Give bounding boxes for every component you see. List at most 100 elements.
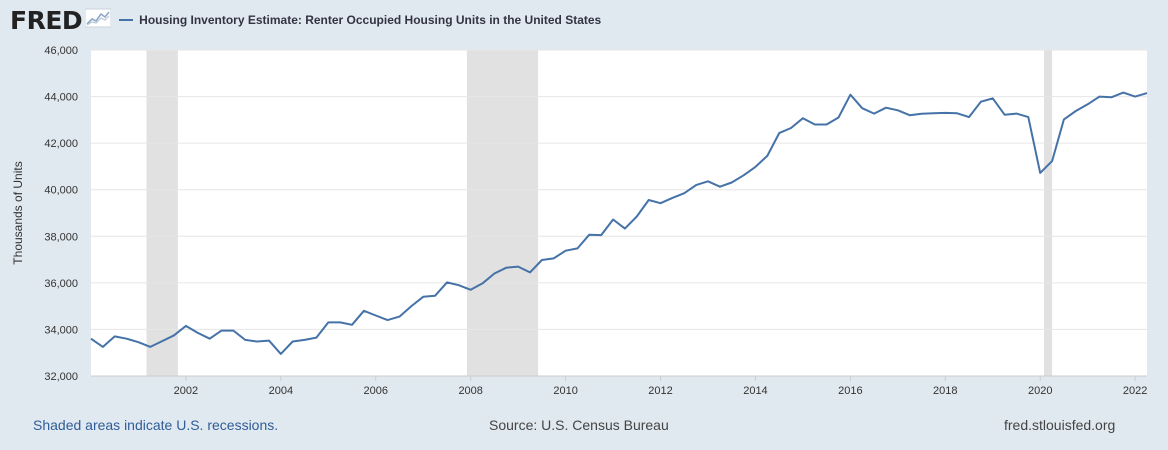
data-point xyxy=(789,126,793,130)
series-title: Housing Inventory Estimate: Renter Occup… xyxy=(139,13,602,27)
chart-header: FRED Housing Inventory Estimate: Renter … xyxy=(10,5,601,35)
data-point xyxy=(730,180,734,184)
source-note: Source: U.S. Census Bureau xyxy=(489,417,669,433)
data-point xyxy=(860,106,864,110)
data-point xyxy=(291,340,295,344)
data-point xyxy=(172,333,176,337)
data-point xyxy=(848,93,852,97)
line-chart[interactable]: 32,000 34,000 36,000 38,000 40,000 42,000 44,0… xyxy=(0,0,1168,410)
data-point xyxy=(113,334,117,338)
data-point xyxy=(101,345,105,349)
data-point xyxy=(552,256,556,260)
recession-band xyxy=(466,50,539,376)
data-point xyxy=(765,154,769,158)
data-point xyxy=(362,309,366,313)
y-tick-label: 42,000 xyxy=(44,138,78,150)
y-tick-label: 32,000 xyxy=(44,371,78,383)
data-point xyxy=(896,108,900,112)
data-point xyxy=(1098,95,1102,99)
data-point xyxy=(931,111,935,115)
data-point xyxy=(397,315,401,319)
x-tick-label: 2022 xyxy=(1123,385,1147,397)
data-point xyxy=(492,272,496,276)
data-point xyxy=(350,323,354,327)
data-point xyxy=(670,196,674,200)
y-tick-label: 40,000 xyxy=(44,185,78,197)
data-point xyxy=(433,294,437,298)
data-point xyxy=(801,116,805,120)
data-point xyxy=(1086,102,1090,106)
data-point xyxy=(1121,91,1125,95)
data-point xyxy=(338,320,342,324)
data-point xyxy=(1109,95,1113,99)
data-point xyxy=(955,111,959,115)
data-point xyxy=(659,201,663,205)
x-tick-label: 2006 xyxy=(364,385,388,397)
data-point xyxy=(184,324,188,328)
data-point xyxy=(231,329,235,333)
data-point xyxy=(267,339,271,343)
data-point xyxy=(540,258,544,262)
data-point xyxy=(920,112,924,116)
data-point xyxy=(718,185,722,189)
x-tick-label: 2012 xyxy=(648,385,672,397)
data-point xyxy=(682,191,686,195)
data-point xyxy=(386,318,390,322)
data-point xyxy=(279,352,283,356)
data-point xyxy=(255,340,259,344)
data-point xyxy=(457,283,461,287)
data-point xyxy=(742,173,746,177)
x-tick-label: 2016 xyxy=(838,385,862,397)
x-tick-label: 2008 xyxy=(458,385,482,397)
data-point xyxy=(125,337,129,341)
data-point xyxy=(587,233,591,237)
series-line[interactable] xyxy=(90,91,1148,355)
data-point xyxy=(208,337,212,341)
data-point xyxy=(326,320,330,324)
x-tick-label: 2010 xyxy=(553,385,577,397)
data-point xyxy=(89,337,93,341)
recession-band xyxy=(1044,50,1053,376)
data-point xyxy=(837,116,841,120)
data-point xyxy=(884,106,888,110)
data-point xyxy=(825,123,829,127)
fred-logo[interactable]: FRED xyxy=(10,5,83,35)
data-point xyxy=(1145,91,1149,95)
plot-background xyxy=(91,50,1147,376)
data-point xyxy=(635,214,639,218)
data-point xyxy=(504,266,508,270)
x-tick-label: 2018 xyxy=(933,385,957,397)
data-point xyxy=(409,304,413,308)
legend-entry: Housing Inventory Estimate: Renter Occup… xyxy=(119,13,601,27)
y-tick-label: 34,000 xyxy=(44,324,78,336)
x-tick-label: 2014 xyxy=(743,385,767,397)
x-tick-label: 2002 xyxy=(174,385,198,397)
data-point xyxy=(1014,112,1018,116)
data-point xyxy=(813,123,817,127)
data-point xyxy=(611,218,615,222)
site-link[interactable]: fred.stlouisfed.org xyxy=(1004,417,1116,433)
data-point xyxy=(1050,159,1054,163)
data-point xyxy=(481,281,485,285)
data-point xyxy=(694,183,698,187)
y-axis-label: Thousands of Units xyxy=(11,161,25,264)
y-tick-label: 46,000 xyxy=(44,45,78,57)
x-tick-label: 2004 xyxy=(269,385,293,397)
data-point xyxy=(706,179,710,183)
y-tick-label: 38,000 xyxy=(44,231,78,243)
data-point xyxy=(303,338,307,342)
data-point xyxy=(908,113,912,117)
data-point xyxy=(1038,171,1042,175)
data-point xyxy=(1026,115,1030,119)
data-point xyxy=(445,280,449,284)
data-point xyxy=(943,111,947,115)
recessions-footnote: Shaded areas indicate U.S. recessions. xyxy=(33,417,279,433)
y-tick-label: 44,000 xyxy=(44,92,78,104)
data-point xyxy=(647,198,651,202)
legend-line-swatch xyxy=(119,19,134,21)
data-point xyxy=(220,329,224,333)
data-point xyxy=(623,227,627,231)
data-point xyxy=(575,246,579,250)
data-point xyxy=(1003,113,1007,117)
y-tick-label: 36,000 xyxy=(44,278,78,290)
